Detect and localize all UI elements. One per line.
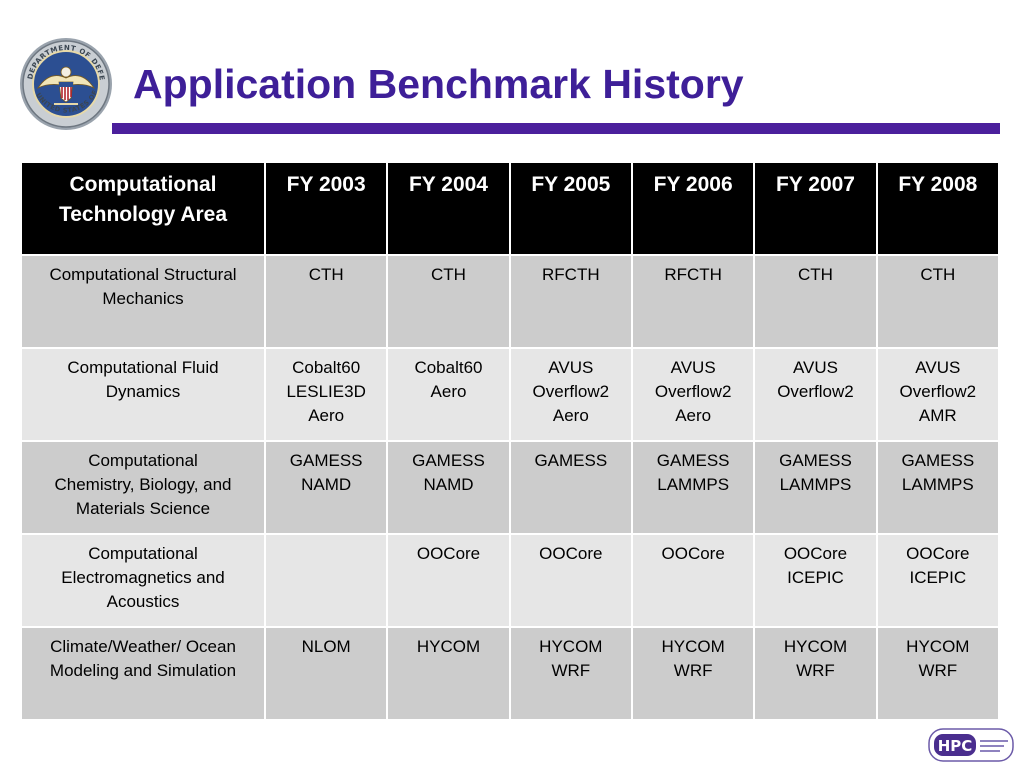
table-cell-area: Computational Fluid Dynamics [20, 347, 266, 442]
table-header-row: Computational Technology Area FY 2003 FY… [20, 161, 1001, 256]
header-fy-2004: FY 2004 [386, 161, 511, 256]
table-cell: GAMESS NAMD [263, 440, 389, 535]
header-fy-2005: FY 2005 [508, 161, 633, 256]
table-row: Climate/Weather/ Ocean Modeling and Simu… [20, 626, 1001, 721]
table-cell: HYCOM WRF [875, 626, 1001, 721]
table-cell: CTH [263, 254, 389, 349]
table-row: Computational Structural Mechanics CTH C… [20, 254, 1001, 349]
table-cell: CTH [386, 254, 511, 349]
table-cell-area: Computational Chemistry, Biology, and Ma… [20, 440, 266, 535]
table-cell: HYCOM WRF [753, 626, 878, 721]
slide-title: Application Benchmark History [133, 61, 744, 107]
header-technology-area: Computational Technology Area [20, 161, 266, 256]
table-row: Computational Chemistry, Biology, and Ma… [20, 440, 1001, 535]
table-cell-area: Computational Electromagnetics and Acous… [20, 533, 266, 628]
table-cell: RFCTH [508, 254, 633, 349]
table-cell: HYCOM WRF [630, 626, 756, 721]
table-cell: AVUS Overflow2 Aero [630, 347, 756, 442]
table-cell: OOCore ICEPIC [753, 533, 878, 628]
table-cell [263, 533, 389, 628]
table-cell: HYCOM [386, 626, 511, 721]
table-row: Computational Electromagnetics and Acous… [20, 533, 1001, 628]
benchmark-table: Computational Technology Area FY 2003 FY… [20, 161, 1001, 721]
header-fy-2006: FY 2006 [630, 161, 756, 256]
table-cell: AVUS Overflow2 AMR [875, 347, 1001, 442]
svg-text:HPC: HPC [938, 737, 973, 755]
table-cell: Cobalt60 Aero [386, 347, 511, 442]
table-cell: AVUS Overflow2 Aero [508, 347, 633, 442]
table-cell: OOCore [386, 533, 511, 628]
title-divider [112, 123, 1000, 134]
table-cell: OOCore [630, 533, 756, 628]
header-fy-2008: FY 2008 [875, 161, 1001, 256]
table-cell: OOCore [508, 533, 633, 628]
hpc-logo-icon: HPC [928, 728, 1014, 762]
table-cell: CTH [753, 254, 878, 349]
table-cell: GAMESS LAMMPS [753, 440, 878, 535]
table-cell-area: Computational Structural Mechanics [20, 254, 266, 349]
table-cell: HYCOM WRF [508, 626, 633, 721]
header-fy-2003: FY 2003 [263, 161, 389, 256]
table-cell: GAMESS NAMD [386, 440, 511, 535]
table-cell: GAMESS LAMMPS [875, 440, 1001, 535]
table-row: Computational Fluid Dynamics Cobalt60 LE… [20, 347, 1001, 442]
table-cell: GAMESS LAMMPS [630, 440, 756, 535]
table-cell: Cobalt60 LESLIE3D Aero [263, 347, 389, 442]
table-cell: AVUS Overflow2 [753, 347, 878, 442]
department-of-defense-seal-icon: DEPARTMENT OF DEFENSE UNITED STATES OF A… [18, 36, 112, 130]
table-cell: NLOM [263, 626, 389, 721]
header-fy-2007: FY 2007 [753, 161, 878, 256]
table-cell: CTH [875, 254, 1001, 349]
table-cell-area: Climate/Weather/ Ocean Modeling and Simu… [20, 626, 266, 721]
table-cell: GAMESS [508, 440, 633, 535]
table-cell: OOCore ICEPIC [875, 533, 1001, 628]
table-cell: RFCTH [630, 254, 756, 349]
